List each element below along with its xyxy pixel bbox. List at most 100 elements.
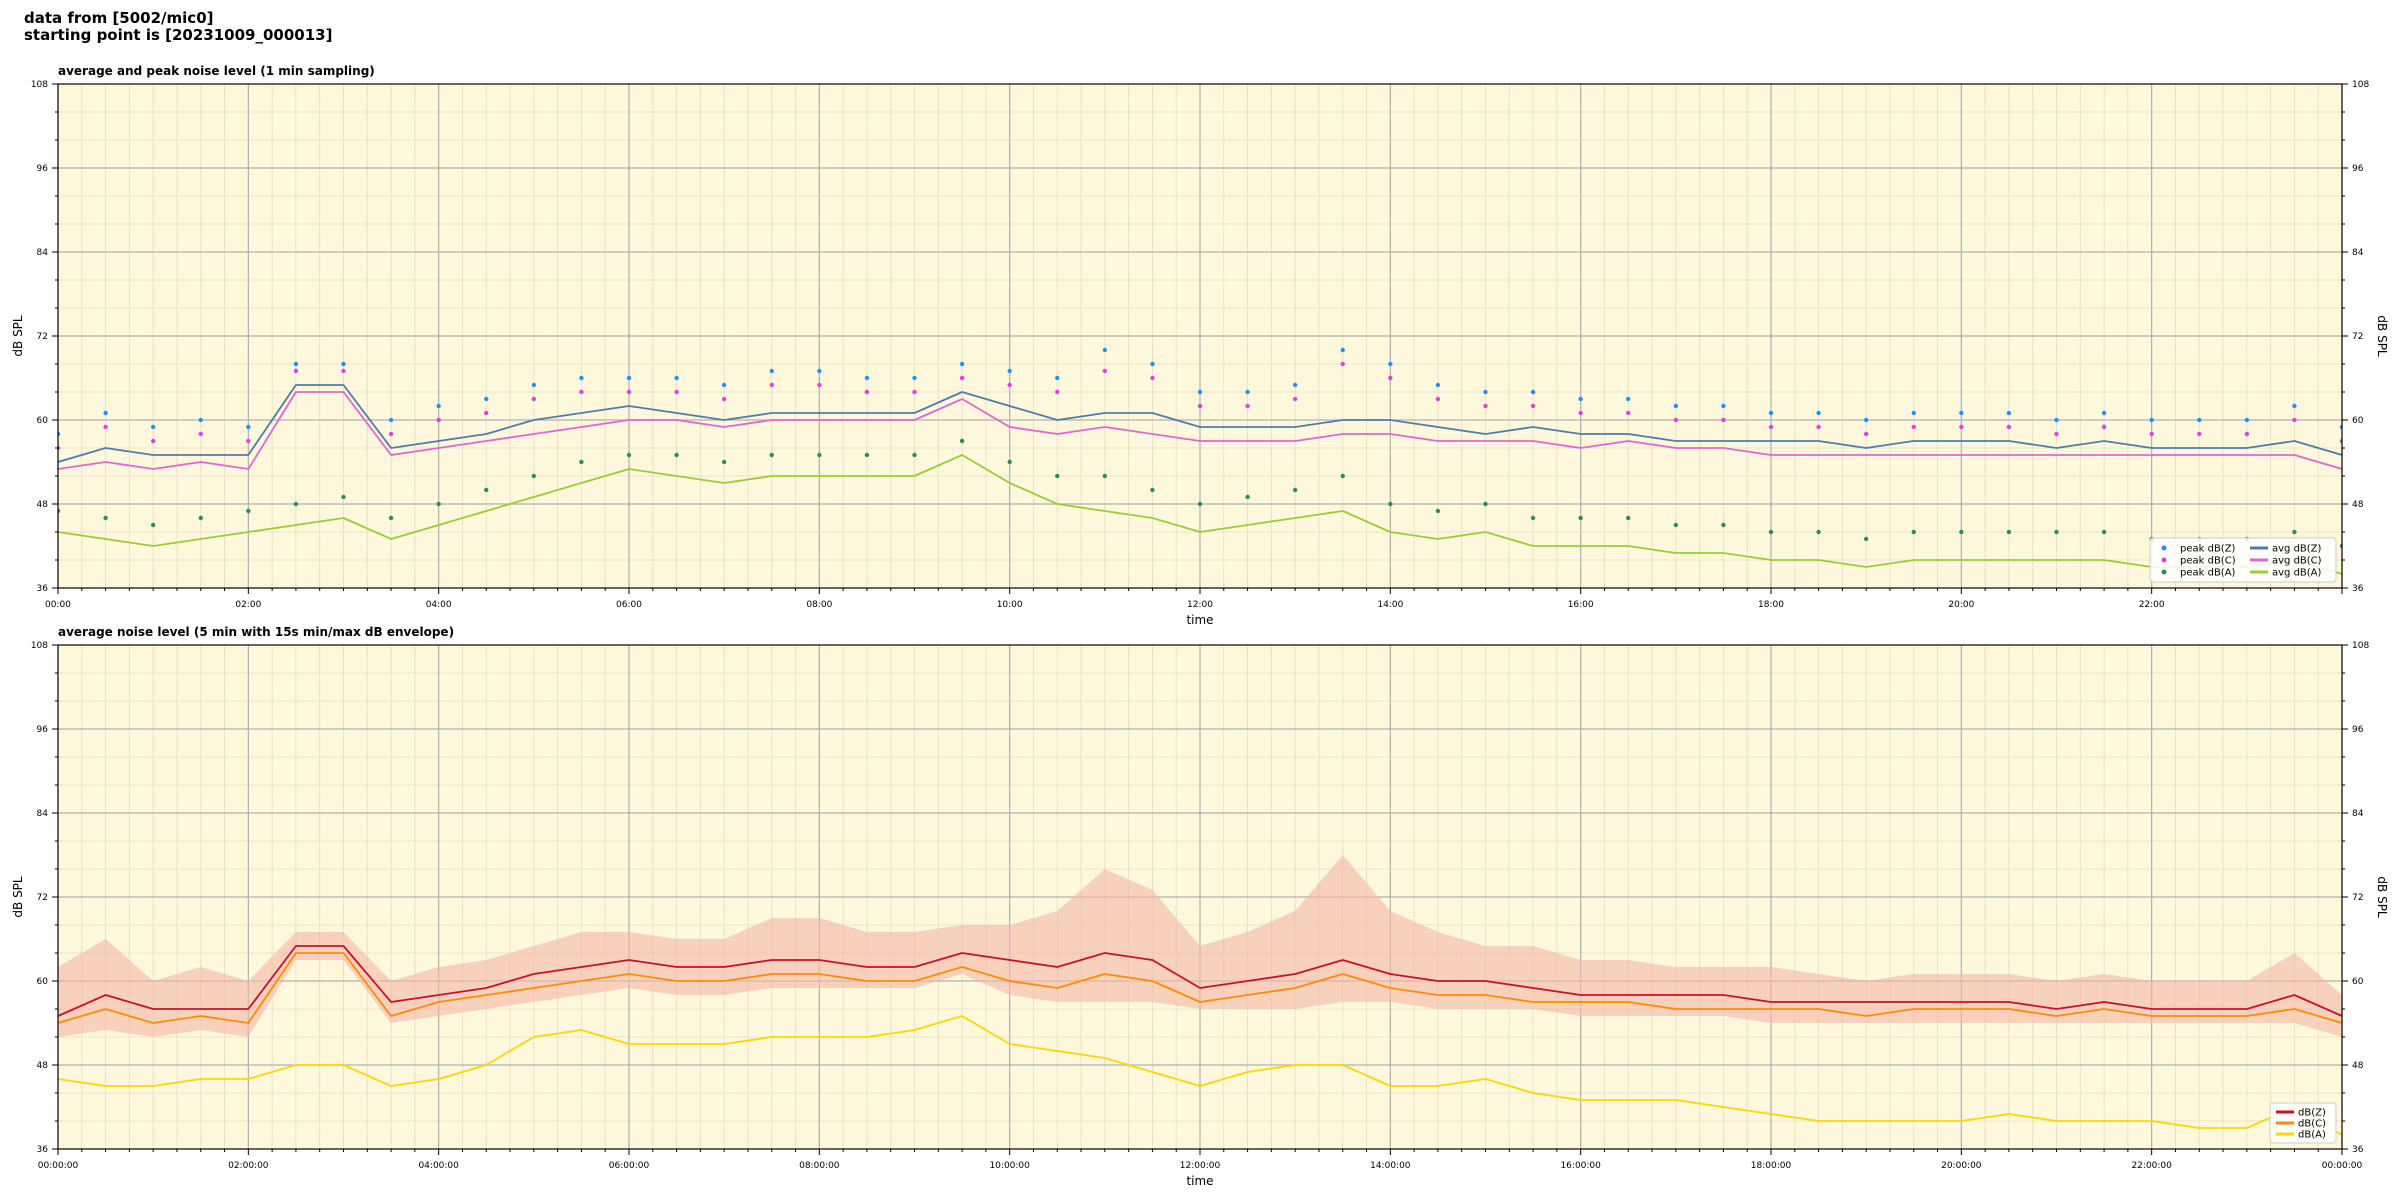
x-tick-label: 02:00 <box>235 600 261 610</box>
x-tick-label: 04:00:00 <box>418 1161 459 1171</box>
peak-point <box>1959 529 1964 535</box>
legend: peak dB(Z)peak dB(C)peak dB(A)avg dB(Z)a… <box>2149 537 2337 583</box>
peak-point <box>912 375 917 381</box>
y-tick-label-right: 96 <box>2352 725 2364 735</box>
y-tick-label-left: 60 <box>37 416 49 426</box>
peak-point <box>1388 501 1393 507</box>
chart-panel-1: 36 36 48 48 60 60 72 72 84 84 96 96 108 108 00:00 02:00… <box>11 64 2389 627</box>
header-start: starting point is [20231009_000013] <box>24 26 333 44</box>
peak-point <box>769 452 774 458</box>
peak-point <box>1863 536 1869 542</box>
legend-label: avg dB(C) <box>2272 556 2322 567</box>
peak-point <box>1150 361 1155 367</box>
x-tick-label: 12:00 <box>1187 600 1213 610</box>
peak-point <box>1959 410 1964 416</box>
x-tick-label: 22:00:00 <box>2131 1161 2172 1171</box>
page-header: data from [5002/mic0] starting point is … <box>24 10 332 44</box>
peak-point <box>1340 347 1345 353</box>
y-axis-label-left: dB SPL <box>11 876 25 918</box>
x-tick-label: 00:00 <box>45 600 71 610</box>
peak-point <box>2197 431 2202 437</box>
legend-label: peak dB(A) <box>2180 568 2236 579</box>
y-tick-label-right: 96 <box>2352 164 2364 174</box>
peak-point <box>959 375 965 381</box>
chart-panel-2: 36 36 48 48 60 60 72 72 84 84 96 96 108 108 00:00:00 02… <box>11 625 2389 1188</box>
y-tick-label-right: 48 <box>2352 500 2364 510</box>
peak-point <box>1530 515 1536 521</box>
y-tick-label-right: 84 <box>2352 809 2364 819</box>
y-tick-label-left: 60 <box>37 977 49 987</box>
peak-point <box>293 501 299 507</box>
x-tick-label: 08:00 <box>806 600 832 610</box>
peak-point <box>1768 529 1774 535</box>
peak-point <box>1007 459 1012 465</box>
peak-point <box>198 417 203 423</box>
peak-point <box>2244 417 2250 423</box>
peak-point <box>2054 431 2059 437</box>
peak-point <box>912 389 917 395</box>
peak-point <box>1768 424 1774 430</box>
peak-point <box>246 438 251 444</box>
envelope-band <box>58 855 2342 1037</box>
peak-point <box>769 382 774 388</box>
peak-point <box>959 438 965 444</box>
peak-point <box>1911 424 1916 430</box>
peak-point <box>1483 501 1488 507</box>
peak-point <box>1816 529 1821 535</box>
series-line <box>58 952 2342 1024</box>
peak-point <box>817 452 822 458</box>
peak-point <box>531 473 537 479</box>
peak-point <box>1197 501 1203 507</box>
peak-point <box>1483 389 1488 395</box>
peak-point <box>864 452 870 458</box>
peak-point <box>721 382 727 388</box>
peak-point <box>959 361 965 367</box>
peak-point <box>484 396 489 402</box>
legend-marker <box>2161 557 2167 563</box>
y-tick-label-left: 48 <box>37 1061 49 1071</box>
x-tick-label: 14:00 <box>1377 600 1403 610</box>
x-tick-label: 18:00 <box>1758 600 1784 610</box>
series-line <box>58 391 2342 470</box>
tick-marks <box>52 83 2348 594</box>
peak-series <box>58 361 2342 451</box>
peak-point <box>864 375 870 381</box>
peak-point <box>1102 368 1108 374</box>
x-axis-label: time <box>1186 1174 1213 1188</box>
peak-point <box>674 389 679 395</box>
peak-point <box>1292 487 1298 493</box>
legend-marker <box>2161 545 2167 551</box>
legend-box <box>2149 537 2337 583</box>
y-tick-label-left: 36 <box>37 1145 49 1155</box>
peak-point <box>198 515 203 521</box>
peak-point <box>579 389 584 395</box>
peak-point <box>1578 410 1583 416</box>
x-tick-label: 14:00:00 <box>1370 1161 1411 1171</box>
peak-point <box>1911 529 1916 535</box>
series-line <box>58 1015 2342 1136</box>
peak-point <box>388 515 394 521</box>
peak-point <box>817 368 822 374</box>
peak-point <box>721 459 727 465</box>
peak-point <box>2244 431 2250 437</box>
peak-point <box>436 417 441 423</box>
x-tick-label: 20:00 <box>1948 600 1974 610</box>
peak-point <box>1102 347 1108 353</box>
peak-point <box>1530 389 1536 395</box>
series-line <box>58 454 2342 575</box>
peak-point <box>1150 375 1155 381</box>
peak-point <box>1388 375 1393 381</box>
series-line <box>58 945 2342 1017</box>
peak-point <box>2006 424 2012 430</box>
peak-point <box>1245 494 1250 500</box>
peak-point <box>1721 403 1726 409</box>
peak-point <box>388 417 394 423</box>
peak-point <box>436 403 441 409</box>
peak-point <box>1626 410 1631 416</box>
x-tick-label: 22:00 <box>2139 600 2165 610</box>
y-tick-label-left: 108 <box>31 80 48 90</box>
peak-point <box>2292 403 2297 409</box>
x-tick-label: 10:00:00 <box>989 1161 1030 1171</box>
peak-point <box>864 389 870 395</box>
